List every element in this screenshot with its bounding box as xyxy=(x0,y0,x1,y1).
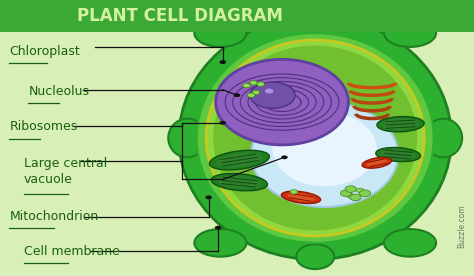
Text: Buzzle.com: Buzzle.com xyxy=(457,205,466,248)
Ellipse shape xyxy=(296,244,334,269)
Circle shape xyxy=(250,81,257,85)
Circle shape xyxy=(290,190,298,194)
Circle shape xyxy=(345,186,356,192)
FancyBboxPatch shape xyxy=(171,14,460,270)
Circle shape xyxy=(359,190,371,197)
Ellipse shape xyxy=(282,191,320,203)
Text: Mitochondrion: Mitochondrion xyxy=(9,210,99,223)
Ellipse shape xyxy=(210,150,269,170)
Ellipse shape xyxy=(377,116,424,132)
Ellipse shape xyxy=(265,89,273,94)
Ellipse shape xyxy=(194,19,246,47)
Text: Nucleolus: Nucleolus xyxy=(28,84,90,98)
Ellipse shape xyxy=(211,174,267,191)
Circle shape xyxy=(215,226,221,230)
Circle shape xyxy=(205,195,212,199)
Circle shape xyxy=(340,190,352,197)
Ellipse shape xyxy=(287,193,315,202)
Circle shape xyxy=(243,83,250,88)
Circle shape xyxy=(252,90,260,95)
Ellipse shape xyxy=(273,112,377,186)
Ellipse shape xyxy=(213,46,417,230)
Ellipse shape xyxy=(366,159,387,167)
Ellipse shape xyxy=(376,147,420,162)
Circle shape xyxy=(350,194,361,201)
Circle shape xyxy=(219,60,226,64)
Ellipse shape xyxy=(384,19,436,47)
Circle shape xyxy=(347,194,355,198)
Text: PLANT CELL DIAGRAM: PLANT CELL DIAGRAM xyxy=(77,7,283,25)
Ellipse shape xyxy=(382,149,415,160)
Circle shape xyxy=(281,155,288,159)
Ellipse shape xyxy=(206,40,424,236)
Circle shape xyxy=(257,82,264,86)
Ellipse shape xyxy=(296,7,334,32)
Ellipse shape xyxy=(168,119,206,157)
Ellipse shape xyxy=(384,229,436,257)
Text: Ribosomes: Ribosomes xyxy=(9,120,78,134)
Ellipse shape xyxy=(194,229,246,257)
Ellipse shape xyxy=(216,59,348,145)
Ellipse shape xyxy=(383,118,418,130)
Ellipse shape xyxy=(197,33,434,243)
Ellipse shape xyxy=(362,158,392,168)
Circle shape xyxy=(234,93,240,97)
Ellipse shape xyxy=(250,82,295,108)
Text: Cell membrane: Cell membrane xyxy=(24,245,119,258)
Ellipse shape xyxy=(251,102,398,207)
Ellipse shape xyxy=(217,153,262,168)
Text: Chloroplast: Chloroplast xyxy=(9,44,80,58)
Circle shape xyxy=(219,121,226,125)
Text: Large central
vacuole: Large central vacuole xyxy=(24,156,107,186)
Circle shape xyxy=(247,93,255,97)
Circle shape xyxy=(356,188,364,193)
Ellipse shape xyxy=(179,17,451,259)
Ellipse shape xyxy=(424,119,462,157)
Ellipse shape xyxy=(219,176,260,189)
